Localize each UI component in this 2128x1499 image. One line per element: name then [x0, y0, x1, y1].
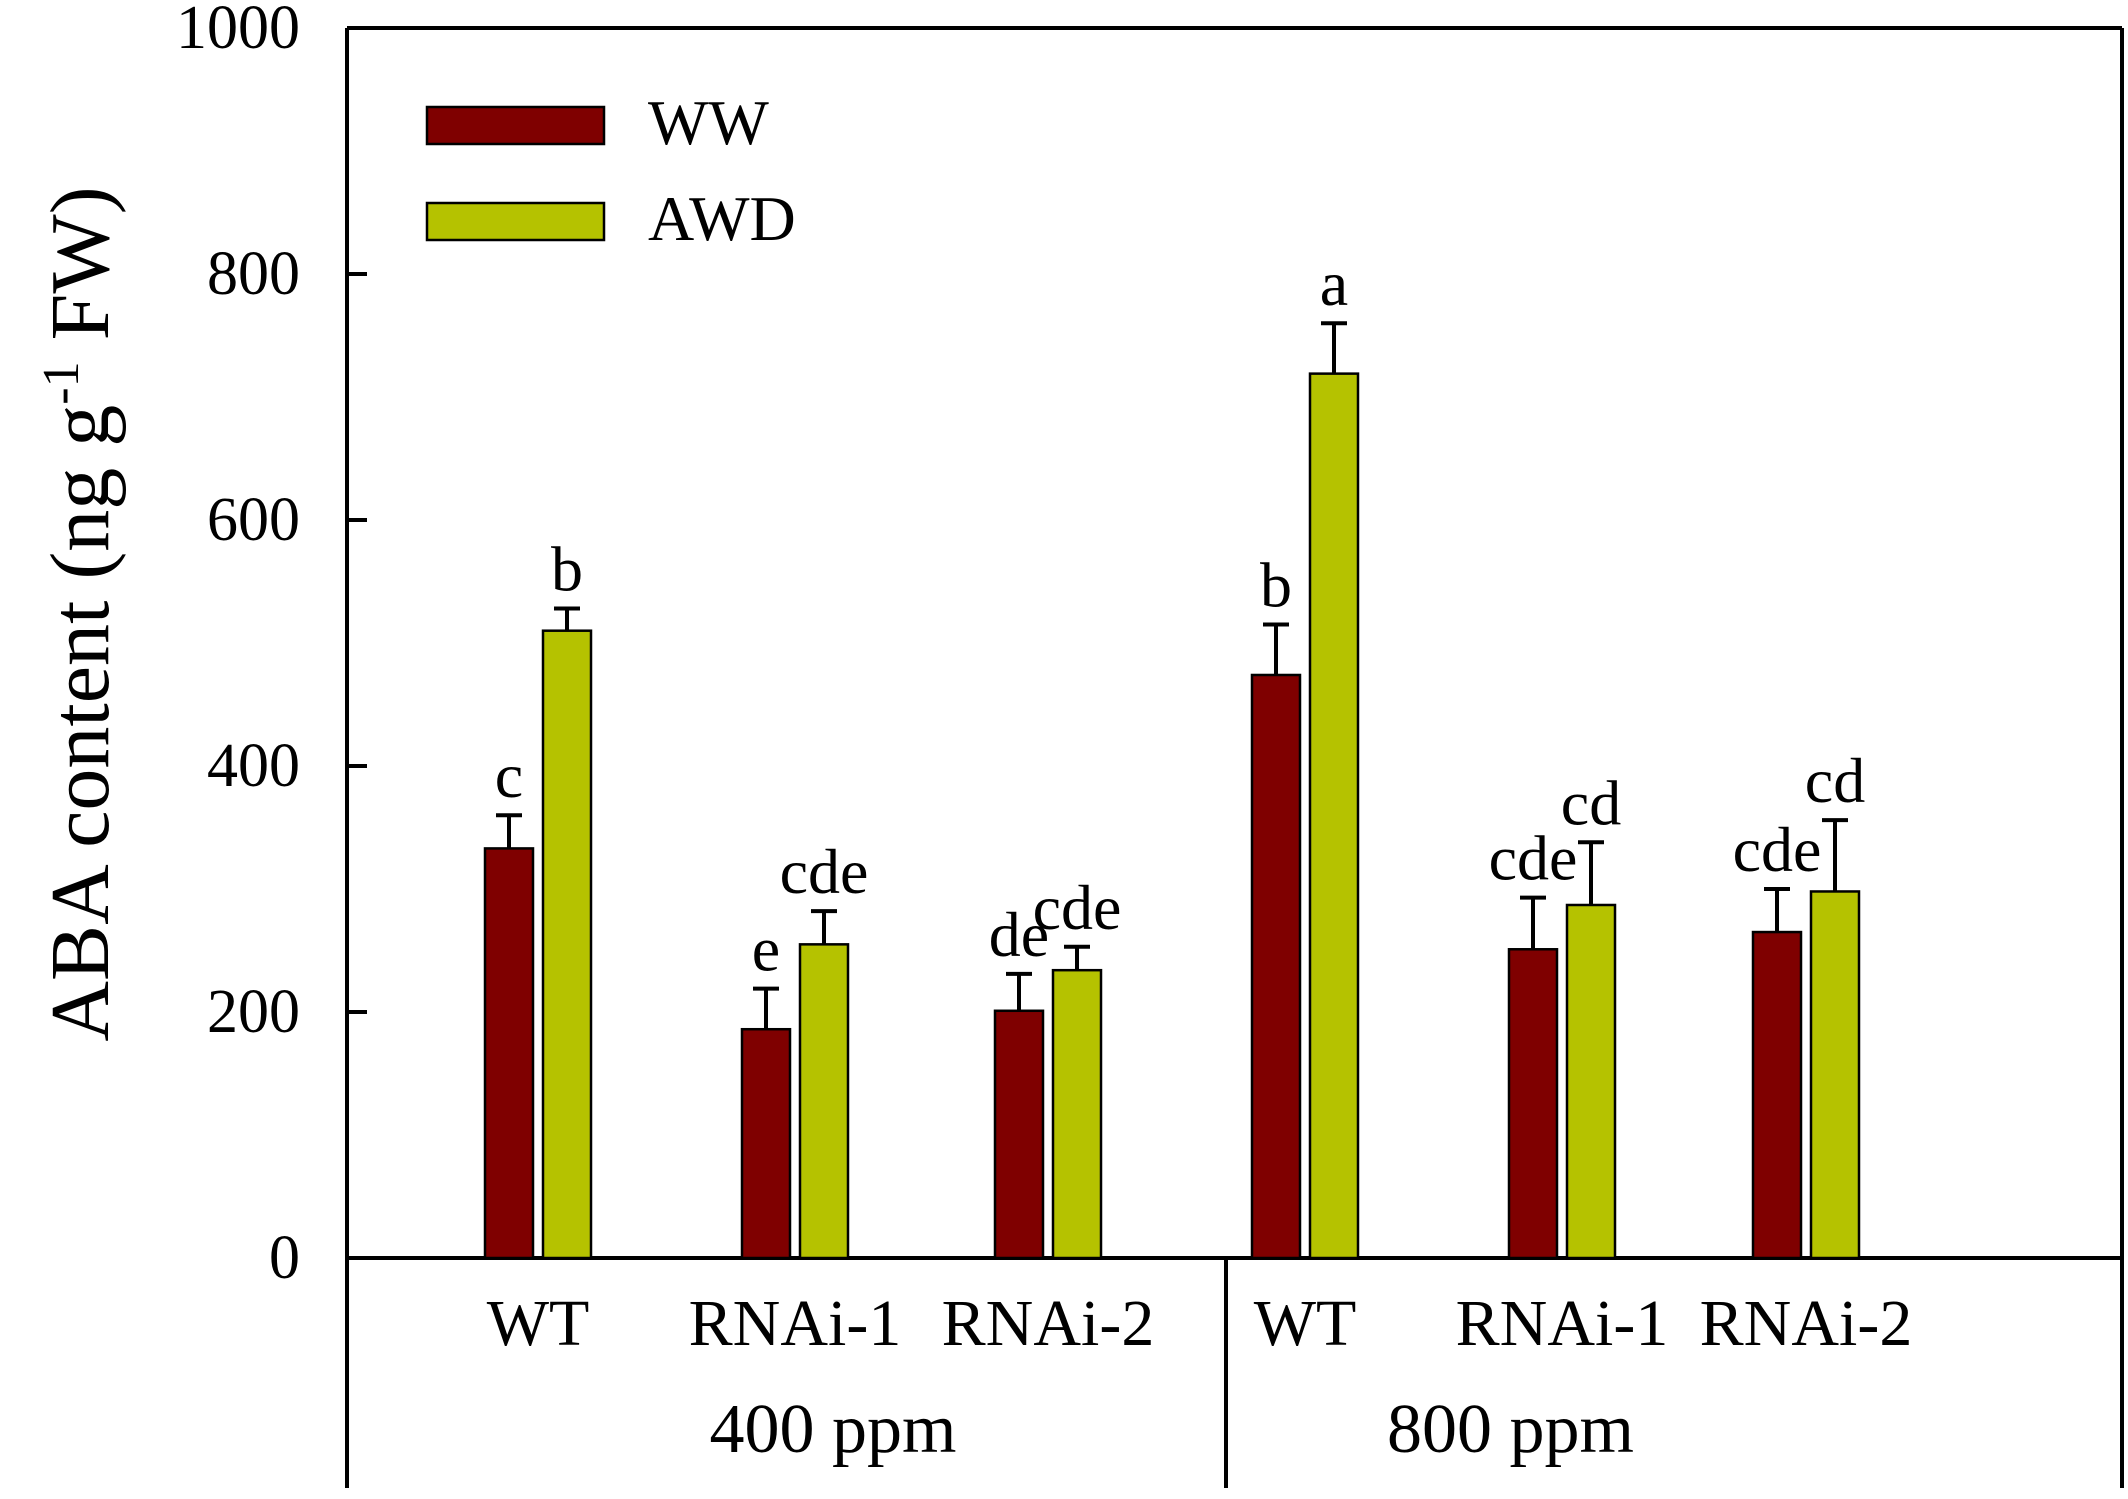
y-tick-label: 400: [207, 732, 300, 800]
bar-awd: [1809, 890, 1861, 1260]
bar-ww: [993, 1009, 1045, 1260]
significance-letter: a: [1320, 248, 1348, 319]
significance-letter: cde: [1489, 823, 1578, 894]
category-label: WT: [1254, 1287, 1357, 1360]
y-axis: 0 200 400 600 800 1000: [176, 0, 367, 1292]
bar-awd: [541, 629, 593, 1260]
y-tick-label: 600: [207, 486, 300, 554]
legend: WW AWD: [425, 87, 796, 254]
bar-ww: [740, 1027, 792, 1260]
bar-ww: [1507, 948, 1559, 1260]
legend-label-ww: WW: [648, 87, 769, 158]
significance-letter: c: [495, 740, 523, 811]
legend-swatch-ww: [425, 105, 606, 146]
x-axis: WT RNAi-1 RNAi-2 WT RNAi-1 RNAi-2 400 ppm 800 p…: [487, 1287, 1913, 1468]
group-label: 800 ppm: [1387, 1391, 1634, 1468]
y-tick-label: 800: [207, 240, 300, 308]
significance-letter: e: [752, 914, 780, 985]
significance-letter: cde: [1733, 814, 1822, 885]
bar-awd: [798, 943, 850, 1260]
y-tick-label: 200: [207, 978, 300, 1046]
category-label: RNAi-1: [1456, 1287, 1669, 1360]
y-tick-label: 0: [269, 1224, 300, 1292]
significance-letter: cd: [1805, 745, 1865, 816]
category-label: RNAi-2: [942, 1287, 1155, 1360]
significance-letter: cd: [1561, 767, 1621, 838]
bar-awd: [1051, 968, 1103, 1260]
category-label: RNAi-1: [689, 1287, 902, 1360]
significance-letter: cde: [780, 836, 869, 907]
y-tick-label: 1000: [176, 0, 300, 62]
bar-awd: [1565, 903, 1617, 1260]
category-label: RNAi-2: [1700, 1287, 1913, 1360]
bar-ww: [1250, 673, 1302, 1260]
bar-ww: [483, 847, 535, 1260]
significance-letter: b: [1260, 550, 1292, 621]
bar-ww: [1751, 930, 1803, 1260]
legend-swatch-awd: [425, 201, 606, 242]
legend-label-awd: AWD: [648, 183, 796, 254]
group-label: 400 ppm: [710, 1391, 957, 1468]
significance-letter: cde: [1033, 872, 1122, 943]
significance-letter: de: [989, 899, 1049, 970]
y-axis-label: ABA content (ng g-1 FW): [33, 186, 127, 1041]
y-axis-label-superscript: -1: [33, 361, 90, 404]
bar-awd: [1308, 372, 1360, 1260]
category-label: WT: [487, 1287, 590, 1360]
significance-letter: b: [551, 534, 583, 605]
